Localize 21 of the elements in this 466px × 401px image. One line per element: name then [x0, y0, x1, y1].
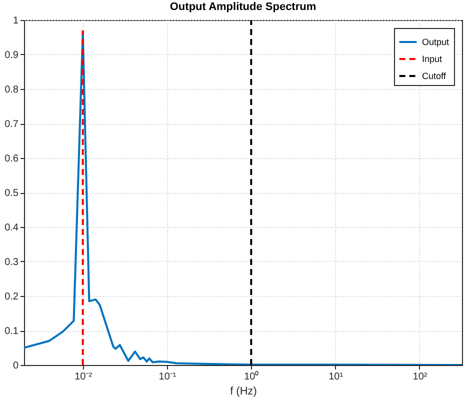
chart-title: Output Amplitude Spectrum [170, 1, 316, 13]
y-tick-label: 0.8 [4, 84, 19, 96]
legend-label: Cutoff [422, 71, 446, 81]
x-tick-label: 10⁻² [74, 372, 93, 382]
y-tick-label: 0.4 [4, 222, 19, 234]
x-tick-label: 10⁰ [244, 370, 260, 382]
y-tick-label: 0.1 [4, 326, 19, 337]
x-tick-label: 10⁻¹ [158, 372, 177, 382]
x-tick-label: 10¹ [328, 372, 344, 382]
y-tick-label: 0.5 [4, 188, 19, 199]
x-axis-title: f (Hz) [230, 386, 257, 398]
y-tick-label: 0 [12, 360, 19, 372]
y-tick-label: 0.9 [4, 50, 19, 61]
y-tick-label: 1 [12, 16, 19, 26]
y-tick-label: 0.3 [4, 257, 19, 268]
legend-label: Output [422, 37, 450, 47]
x-tick-label: 10² [412, 372, 428, 382]
y-tick-label: 0.2 [4, 292, 19, 302]
y-tick-label: 0.6 [4, 154, 19, 164]
legend-label: Input [422, 54, 443, 64]
y-tick-label: 0.7 [4, 119, 19, 130]
